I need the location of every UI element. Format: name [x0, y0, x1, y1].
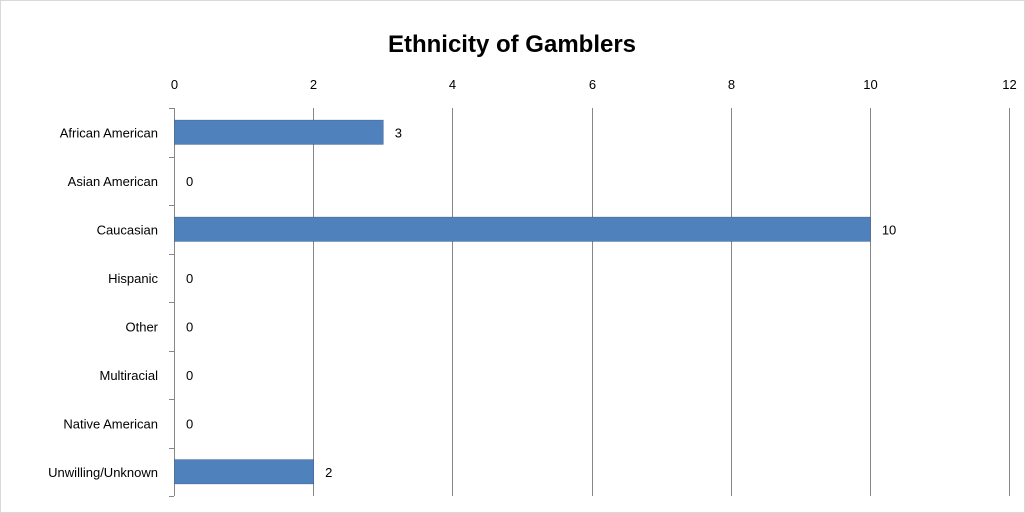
x-tick-label: 0 — [171, 77, 178, 92]
x-tick-label: 12 — [1002, 77, 1016, 92]
category-label: Hispanic — [108, 271, 158, 286]
category-label: Native American — [63, 416, 158, 431]
category-label: Asian American — [68, 174, 158, 189]
bar-unwilling-unknown — [174, 459, 314, 485]
bar-caucasian — [174, 216, 871, 242]
data-labels: 3 0 10 0 0 0 0 2 — [186, 125, 896, 480]
category-label: Unwilling/Unknown — [48, 465, 158, 480]
x-tick-label: 2 — [310, 77, 317, 92]
chart-title: Ethnicity of Gamblers — [388, 31, 636, 58]
data-label: 2 — [325, 465, 332, 480]
bar-african-american — [174, 119, 384, 145]
x-axis-ticks: 0 2 4 6 8 10 12 — [171, 77, 1017, 92]
category-label: African American — [60, 125, 158, 140]
data-label: 3 — [395, 125, 402, 140]
category-label: Multiracial — [99, 368, 158, 383]
category-label: Other — [125, 319, 158, 334]
data-label: 0 — [186, 174, 193, 189]
x-tick-label: 4 — [449, 77, 456, 92]
data-label: 0 — [186, 271, 193, 286]
gridlines — [169, 108, 1010, 497]
bars — [174, 119, 871, 485]
data-label: 10 — [882, 222, 896, 237]
x-tick-label: 10 — [863, 77, 877, 92]
x-tick-label: 6 — [589, 77, 596, 92]
x-tick-label: 8 — [728, 77, 735, 92]
category-label: Caucasian — [97, 222, 158, 237]
data-label: 0 — [186, 368, 193, 383]
data-label: 0 — [186, 319, 193, 334]
category-labels: African American Asian American Caucasian H… — [48, 125, 158, 480]
data-label: 0 — [186, 416, 193, 431]
